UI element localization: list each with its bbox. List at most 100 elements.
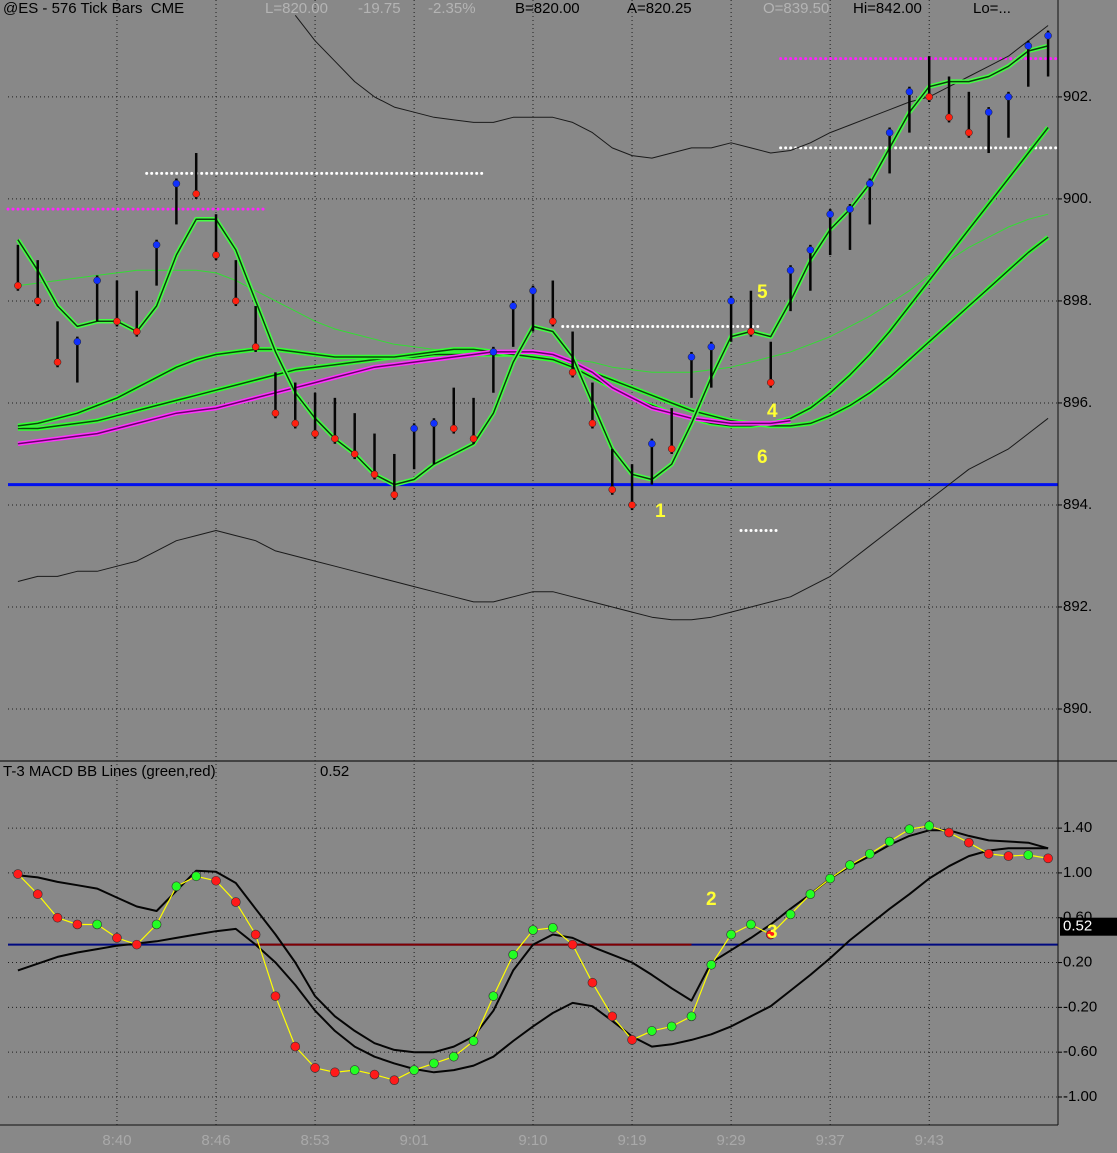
header-low: Lo=... — [973, 0, 1011, 17]
close-dot — [509, 302, 517, 310]
close-dot — [251, 343, 260, 351]
close-dot — [331, 434, 339, 443]
close-dot — [133, 327, 141, 336]
macd-dot — [864, 849, 875, 859]
x-tick-label: 8:46 — [201, 1132, 230, 1149]
line — [17, 351, 791, 445]
macd-dot — [726, 929, 736, 940]
close-dot — [608, 485, 616, 494]
close-dot — [667, 445, 676, 453]
annotation: 5 — [757, 282, 768, 303]
macd-dot — [131, 939, 142, 950]
y-tick-label: 898. — [1063, 292, 1092, 309]
y-tick-label: -1.00 — [1063, 1088, 1097, 1105]
close-dot — [866, 179, 874, 188]
close-dot — [965, 128, 973, 137]
macd-dot — [924, 821, 935, 831]
close-dot — [350, 450, 359, 458]
macd-dot — [666, 1021, 677, 1032]
macd-dot — [330, 1067, 340, 1078]
y-tick-label: -0.60 — [1063, 1043, 1097, 1060]
macd-dot — [231, 897, 241, 907]
close-dot — [905, 88, 914, 96]
annotation: 6 — [757, 447, 768, 468]
macd-dot — [72, 919, 83, 930]
macd-dot — [211, 875, 221, 886]
x-tick-label: 9:43 — [915, 1132, 944, 1149]
close-dot — [469, 434, 478, 443]
macd-dot — [528, 925, 538, 935]
macd-dot — [250, 929, 261, 940]
panel-title: T-3 MACD BB Lines (green,red) — [3, 763, 216, 780]
close-dot — [727, 297, 735, 305]
line — [17, 829, 1049, 1054]
macd-dot — [845, 860, 855, 870]
annotation: 3 — [767, 922, 778, 943]
header-symbol: @ES - 576 Tick Bars CME — [3, 0, 184, 17]
close-dot — [450, 424, 458, 433]
header-last: L=820.00 — [265, 0, 328, 17]
close-dot — [846, 205, 854, 213]
close-dot — [826, 210, 834, 218]
close-dot — [707, 343, 716, 351]
y-tick-label: 892. — [1063, 598, 1092, 615]
close-dot — [588, 419, 597, 428]
macd-dot — [409, 1065, 419, 1075]
macd-dot — [349, 1065, 360, 1075]
macd-dot — [32, 889, 43, 900]
annotation: 4 — [767, 401, 778, 422]
close-dot — [1004, 93, 1013, 101]
macd-dot — [983, 849, 994, 859]
close-dot — [232, 297, 240, 305]
header-ask: A=820.25 — [627, 0, 692, 17]
y-tick-label: 0.20 — [1063, 954, 1092, 971]
macd-dot — [1003, 851, 1014, 861]
macd-dot — [468, 1036, 479, 1046]
close-dot — [945, 113, 953, 122]
line — [17, 127, 1049, 427]
close-dot — [687, 353, 696, 361]
macd-dot — [52, 912, 63, 923]
macd-dot — [112, 933, 122, 943]
x-tick-label: 9:01 — [400, 1132, 429, 1149]
panel-last-value: 0.52 — [320, 763, 349, 780]
x-tick-label: 9:19 — [617, 1132, 646, 1149]
close-dot — [311, 429, 319, 438]
y-tick-label: 894. — [1063, 496, 1092, 513]
macd-dot — [290, 1041, 301, 1052]
header-change: -19.75 — [358, 0, 401, 17]
close-dot — [73, 337, 82, 346]
close-dot — [390, 491, 399, 499]
close-dot — [152, 241, 161, 249]
y-tick-label: 902. — [1063, 88, 1092, 105]
close-dot — [549, 317, 557, 326]
close-dot — [1024, 42, 1033, 50]
header-bid: B=820.00 — [515, 0, 580, 17]
y-tick-label: 890. — [1063, 700, 1092, 717]
x-tick-label: 8:40 — [102, 1132, 131, 1149]
macd-dot — [647, 1026, 657, 1036]
macd-dot — [567, 939, 578, 950]
close-dot — [984, 108, 993, 116]
close-dot — [489, 348, 498, 356]
macd-dot — [429, 1058, 439, 1069]
x-tick-label: 9:10 — [518, 1132, 547, 1149]
close-dot — [33, 297, 42, 305]
macd-dot — [191, 871, 202, 882]
macd-dot — [508, 949, 518, 960]
annotation: 1 — [655, 501, 666, 522]
close-dot — [172, 179, 181, 188]
close-dot — [747, 327, 755, 336]
macd-dot — [944, 827, 954, 838]
y-tick-label: -0.20 — [1063, 998, 1097, 1015]
macd-panel — [8, 821, 1058, 1085]
axes: 902.900.898.896.894.892.890.1.401.000.60… — [102, 88, 1117, 1149]
close-dot — [648, 440, 656, 448]
y-tick-label: 1.00 — [1063, 864, 1092, 881]
macd-dot — [746, 919, 756, 930]
macd-dot — [548, 923, 558, 933]
close-dot — [370, 470, 379, 479]
y-tick-label: 896. — [1063, 394, 1092, 411]
